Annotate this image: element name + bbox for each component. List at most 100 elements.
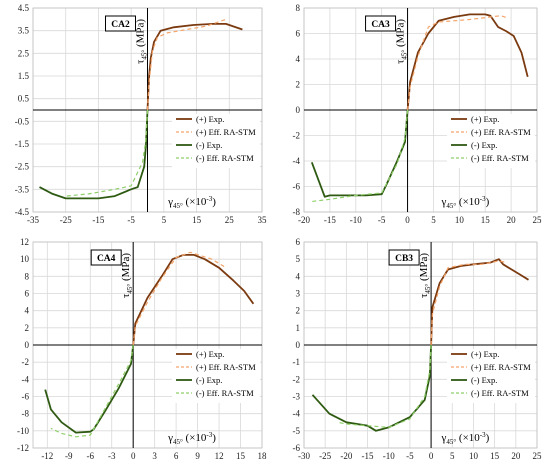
x-tick-label: -35: [27, 215, 39, 225]
legend-entry: (+) Exp.: [471, 114, 499, 124]
x-tick-label: -9: [65, 451, 73, 461]
series-line-pos-eff: [430, 260, 508, 346]
y-tick-label: 4: [25, 306, 30, 316]
series-line-pos-exp: [146, 22, 243, 111]
x-tick-label: 0: [131, 451, 136, 461]
chart-panel-ca2: -35 -25 -15 -5 5 15 25 35 -4.5 -3.5 -2.5 -1.5 -0.5 0.…: [15, 3, 267, 225]
legend-background: [447, 349, 535, 403]
series-line-pos-exp: [430, 258, 529, 346]
x-tick-label: 10: [455, 215, 465, 225]
x-tick-label: 15: [490, 451, 500, 461]
legend-entry: (-) Eff. RA-STM: [471, 153, 529, 163]
legend-entry: (-) Eff. RA-STM: [471, 388, 529, 398]
series-line-pos-exp: [406, 13, 529, 111]
x-tick-label: 25: [225, 215, 235, 225]
x-tick-label: 15: [236, 451, 246, 461]
y-tick-label: 5: [296, 254, 301, 264]
x-tick-label: -5: [127, 215, 135, 225]
x-axis-label: γ45° (×10-3): [167, 431, 216, 446]
legend-entry: (+) Eff. RA-STM: [471, 362, 531, 372]
y-tick-label: 8: [296, 3, 301, 13]
x-axis-label: γ45° (×10-3): [440, 431, 489, 446]
y-tick-label: -4: [293, 409, 301, 419]
legend-background: [172, 349, 260, 403]
y-tick-label: 0.5: [18, 94, 30, 104]
y-tick-label: 2: [296, 306, 301, 316]
y-tick-label: -8: [22, 409, 30, 419]
legend-entry: (-) Exp.: [471, 375, 497, 385]
series-line-pos-exp: [132, 253, 255, 346]
legend-entry: (-) Eff. RA-STM: [196, 388, 254, 398]
series-line-pos-eff: [132, 251, 227, 346]
series-line-neg-exp: [310, 109, 409, 198]
y-tick-label: -10: [17, 426, 29, 436]
y-tick-label: 4: [296, 271, 301, 281]
panel-label: CA3: [371, 20, 390, 30]
panel-label-box: [388, 249, 420, 266]
y-tick-label: -4: [293, 156, 301, 166]
y-tick-label: 1: [296, 323, 301, 333]
y-tick-label: 6: [296, 29, 301, 39]
x-tick-label: 10: [469, 451, 479, 461]
x-tick-label: -10: [383, 451, 395, 461]
y-tick-label: 1.5: [18, 71, 30, 81]
y-tick-label: 2: [296, 80, 301, 90]
series-line-neg-exp: [311, 344, 432, 432]
y-tick-label: -2: [293, 374, 301, 384]
y-tick-label: -1: [293, 357, 301, 367]
x-tick-label: 5: [431, 215, 436, 225]
y-axis-label: τ45° (MPa): [418, 253, 432, 298]
y-tick-label: 8: [25, 271, 30, 281]
legend-entry: (+) Eff. RA-STM: [196, 362, 256, 372]
x-tick-label: 25: [533, 451, 543, 461]
x-tick-label: 15: [192, 215, 202, 225]
y-tick-label: -1.5: [15, 139, 30, 149]
panel-label-box: [365, 15, 397, 32]
y-tick-label: -0.5: [15, 116, 30, 126]
y-tick-label: -12: [17, 443, 29, 453]
y-tick-label: -4: [22, 374, 30, 384]
x-tick-label: -5: [406, 451, 414, 461]
x-tick-label: -20: [340, 451, 352, 461]
panel-label: CA4: [97, 254, 116, 264]
x-tick-label: 6: [174, 451, 179, 461]
legend-entry: (+) Eff. RA-STM: [471, 127, 531, 137]
legend-background: [172, 114, 260, 168]
y-tick-label: 10: [20, 254, 30, 264]
x-tick-label: -12: [41, 451, 53, 461]
y-tick-label: 2.5: [18, 48, 30, 58]
x-tick-label: 0: [405, 215, 410, 225]
y-tick-label: -6: [293, 443, 301, 453]
legend-entry: (+) Exp.: [196, 349, 224, 359]
series-line-neg-eff: [65, 109, 149, 197]
series-line-neg-exp: [39, 109, 149, 200]
y-tick-label: 3: [296, 289, 301, 299]
series-line-pos-eff: [407, 15, 509, 111]
y-tick-label: 3.5: [18, 26, 30, 36]
y-tick-label: 0: [296, 340, 301, 350]
y-tick-label: 0: [25, 340, 30, 350]
series-line-pos-eff: [146, 18, 227, 111]
y-tick-label: 0: [296, 105, 301, 115]
y-axis-label: τ45° (MPa): [135, 19, 149, 64]
y-tick-label: -3.5: [15, 184, 30, 194]
x-axis-label: γ45° (×10-3): [440, 195, 489, 210]
y-tick-label: -2.5: [15, 162, 30, 172]
legend-entry: (-) Exp.: [196, 375, 222, 385]
x-tick-label: 5: [162, 215, 167, 225]
x-tick-label: 20: [507, 215, 517, 225]
x-tick-label: 3: [152, 451, 157, 461]
panel-label: CA2: [111, 20, 130, 30]
x-tick-label: 0: [429, 451, 434, 461]
y-tick-label: -6: [22, 392, 30, 402]
x-tick-label: 35: [258, 215, 268, 225]
y-tick-label: -5: [293, 426, 301, 436]
x-tick-label: 9: [195, 451, 200, 461]
y-tick-label: 4.5: [18, 3, 30, 13]
x-tick-label: 5: [450, 451, 455, 461]
x-tick-label: 15: [481, 215, 491, 225]
x-tick-label: -25: [319, 451, 331, 461]
x-tick-label: -30: [298, 451, 310, 461]
chart-panel-cb3: -30 -25 -20 -15 -10 -5 0 5 10 15 20 25-6-5-4-3-2-10…: [293, 237, 543, 461]
